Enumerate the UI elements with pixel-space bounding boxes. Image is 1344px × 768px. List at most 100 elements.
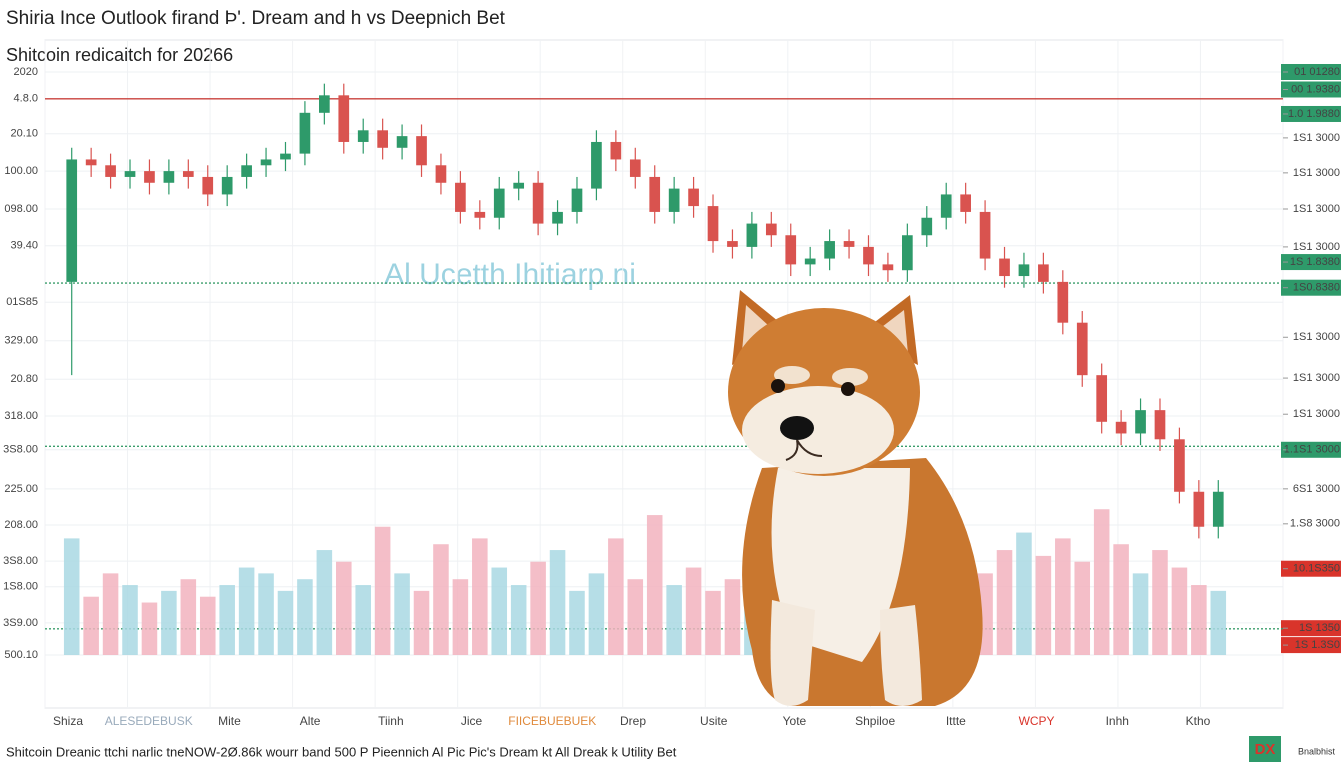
volume-bar [161,590,177,655]
candle-body [377,130,388,148]
volume-bar [1035,555,1052,655]
volume-bar [141,602,158,655]
candle-body [280,153,291,160]
candle-body [629,159,641,177]
volume-bar [1093,509,1110,655]
volume-bar [705,590,721,655]
candle-body [902,235,913,271]
dog-muzzle [742,386,894,474]
volume-bar [627,579,644,655]
volume-bar [83,596,99,655]
volume-bar [277,590,294,655]
volume-bar [685,567,702,655]
y-tick-label: 39.40 [10,240,38,252]
volume-bar [1132,573,1149,655]
y-tick-label: 225.00 [4,483,38,495]
footer: Shitcoin Dreanic ttchi narlic tneNOW-2Ø.… [6,744,677,759]
candle-body [299,112,311,154]
candle-body [1096,375,1108,422]
y2-tick-label: 1.S8 3000 [1290,518,1340,530]
candle-body [396,136,408,148]
candle-body [1193,491,1205,527]
y-tick-label: 20.80 [10,373,38,385]
volume-bar [452,579,469,655]
y2-tick-label: 1S1 3000 [1293,203,1340,215]
candle-body [804,258,816,265]
x-tick-label: Tiinh [378,714,404,728]
y2-tick-label: 1S1 3000 [1293,167,1340,179]
y2-tick-label: 1S0.8380 [1293,282,1340,294]
candle-body [765,223,777,236]
volume-bar [355,585,371,655]
y2-tick-label: 1S1 3000 [1293,408,1340,420]
dog-mouth [785,439,823,461]
x-tick-label: Shpiloe [855,714,895,728]
candle-body [1174,439,1185,492]
candle-body [1135,410,1146,434]
volume-bar [549,550,566,655]
x-tick-label: ALESEDEBUSK [105,714,193,728]
volume-bar [316,550,333,655]
candle-body [863,246,874,265]
y2-tick-label: 1.0 1.9880 [1288,108,1340,120]
x-tick-label: Yote [783,714,807,728]
volume-bar [1113,544,1129,655]
candle-body [221,176,233,195]
x-tick-label: Shiza [53,714,83,728]
candle-body [727,241,738,247]
volume-bar [588,573,605,655]
chart-title: Shiria Ince Outlook firand Þ'. Dream and… [6,8,506,29]
x-tick-label: Alte [300,714,321,728]
y2-tick-label: 1S 1.8380 [1290,256,1340,268]
x-tick-label: Jice [461,714,483,728]
y-tick-label: 500.10 [4,649,38,661]
candle-body [493,188,505,218]
chart-subtitle: Shitcoin redicaitch for 20266 [6,45,233,65]
candle-body [1154,410,1166,440]
marks: 2020 20.10 100.00 098.00 39.40 01S85 329.00 20.… [3,40,1341,728]
volume-bar [199,596,216,655]
candle-body [66,159,78,282]
candle-body [668,188,680,212]
candle-body [921,217,933,236]
y2-tick-tag [1281,560,1341,577]
x-tick-label: Drep [620,714,646,728]
candle-body [532,182,544,224]
volume-bar [646,515,663,655]
watermark: Al Ucetth Ihitiarp ni [384,258,636,291]
volume-bar [180,579,197,655]
volume-bar [530,561,546,655]
candle-body [455,182,466,212]
y2-tick-label: 1S1 3000 [1293,132,1340,144]
y-tick-label: 3S8.00 [3,444,38,456]
candle-body [105,165,116,177]
volume-bar [1210,590,1227,655]
volume-bar [63,538,80,655]
y2-tick-tag [1281,441,1341,458]
y2-tick-label: 1S1 3000 [1293,241,1340,253]
volume-bar [374,526,391,655]
y2-tick-tag [1281,81,1341,98]
volume-bar [1171,567,1188,655]
volume-bar [491,567,508,655]
volume-bar [472,538,488,655]
candle-body [688,188,699,207]
y2-tick-label: 1S1 3000 [1293,331,1340,343]
dog-nose [780,416,814,440]
candle-body [1076,322,1088,376]
dog-leg [880,605,922,706]
volume-bar [510,585,527,655]
candle-body [319,95,330,113]
y2-tick-label: 01 01280 [1294,66,1340,78]
candle-body [144,171,155,183]
y2-tick-label: 1.1S1 3000 [1284,444,1340,456]
candle-body [824,241,835,259]
candle-body [999,258,1010,277]
candle-body [416,136,427,166]
volume-bar [433,544,449,655]
candle-body [882,264,894,271]
logo-caption: Bnalbhist [1298,746,1336,756]
candle-body [163,171,175,183]
candle-body [979,211,991,259]
